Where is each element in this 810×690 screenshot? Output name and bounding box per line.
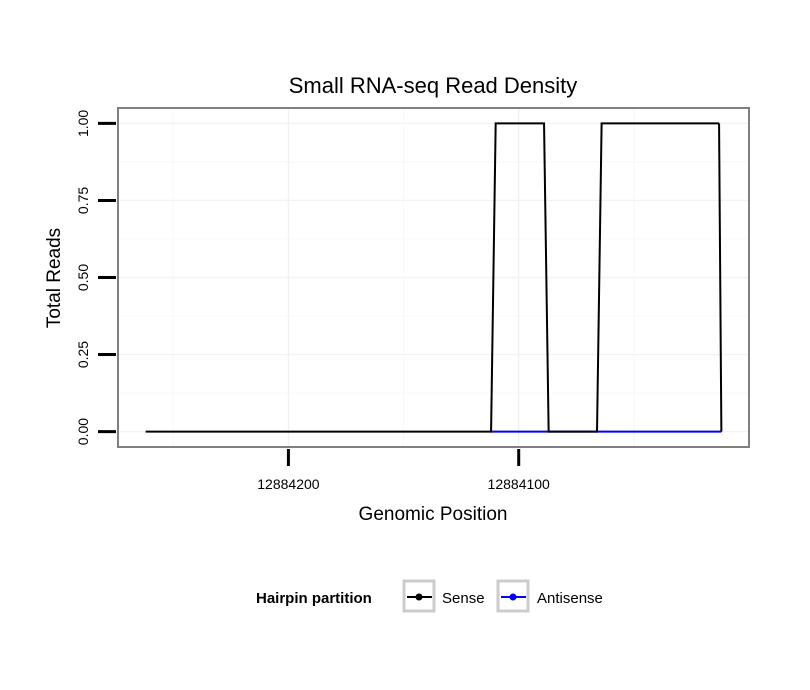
y-tick-label: 1.00: [75, 110, 91, 137]
chart-title: Small RNA-seq Read Density: [289, 73, 578, 98]
x-axis-title: Genomic Position: [359, 504, 508, 525]
x-tick-label: 12884100: [488, 476, 551, 492]
x-tick-labels: 12884200 12884100: [257, 476, 550, 492]
series-layer: [145, 122, 723, 433]
y-tick-label: 0.25: [75, 341, 91, 368]
legend-dot-sense: [415, 593, 423, 601]
gridlines: [118, 108, 749, 447]
plot-border: [117, 107, 750, 448]
legend-title: Hairpin partition: [256, 590, 372, 607]
axis-ticks: [98, 121, 521, 466]
legend-key-antisense: [496, 579, 530, 613]
legend-label-antisense: Antisense: [537, 590, 603, 607]
x-tick-label: 12884200: [257, 476, 320, 492]
legend-label-sense: Sense: [442, 590, 485, 607]
legend-dot-antisense: [509, 593, 517, 601]
y-tick-label: 0.75: [75, 187, 91, 214]
legend: Hairpin partition Sense Antisense: [256, 579, 603, 613]
y-tick-label: 0.00: [75, 418, 91, 445]
y-tick-label: 0.50: [75, 264, 91, 291]
series-line-sense: [145, 122, 720, 433]
series-line-sense-drop: [718, 123, 723, 432]
y-tick-labels: 0.00 0.25 0.50 0.75 1.00: [75, 110, 91, 446]
y-axis-title: Total Reads: [44, 228, 65, 328]
